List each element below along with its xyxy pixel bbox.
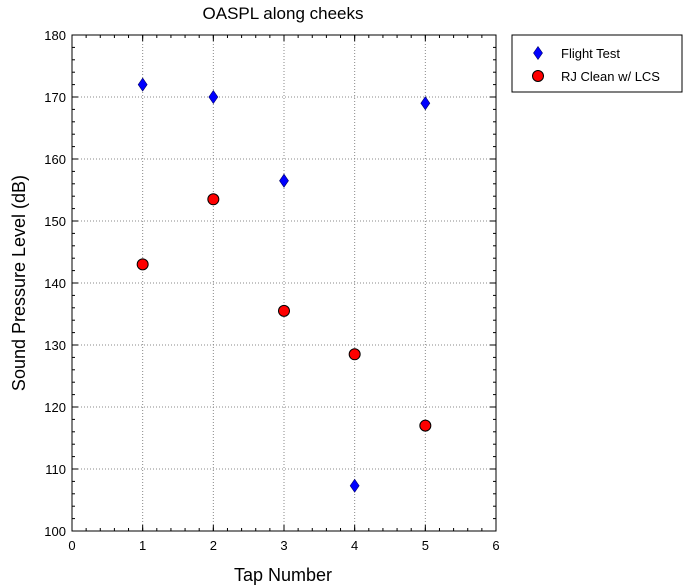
rj-clean-w-lcs-point — [208, 194, 219, 205]
y-tick-label: 160 — [44, 152, 66, 167]
x-tick-labels: 0 1 2 3 4 5 6 — [68, 538, 499, 553]
rj-clean-w-lcs-point — [349, 349, 360, 360]
y-tick-label: 130 — [44, 338, 66, 353]
y-tick-label: 180 — [44, 28, 66, 43]
legend-label: RJ Clean w/ LCS — [561, 69, 660, 84]
x-tick-label: 3 — [280, 538, 287, 553]
x-tick-label: 5 — [422, 538, 429, 553]
chart-title: OASPL along cheeks — [203, 4, 364, 23]
x-axis-label: Tap Number — [234, 565, 332, 585]
flight-test-point — [350, 479, 359, 492]
flight-test-point — [138, 78, 147, 91]
y-tick-label: 110 — [45, 462, 66, 477]
y-tick-label: 170 — [44, 90, 66, 105]
flight-test-point — [209, 91, 218, 104]
x-tick-label: 0 — [68, 538, 75, 553]
rj-clean-w-lcs-point — [279, 305, 290, 316]
x-tick-label: 4 — [351, 538, 358, 553]
rj-clean-w-lcs-point — [420, 420, 431, 431]
x-tick-label: 2 — [210, 538, 217, 553]
legend-marker-rj-clean-w-lcs — [533, 71, 544, 82]
grid-lines — [72, 35, 496, 531]
y-tick-label: 140 — [44, 276, 66, 291]
y-tick-label: 120 — [44, 400, 66, 415]
y-axis-label: Sound Pressure Level (dB) — [9, 175, 29, 391]
rj-clean-w-lcs-point — [137, 259, 148, 270]
y-tick-label: 100 — [44, 524, 66, 539]
x-tick-label: 1 — [139, 538, 146, 553]
legend: Flight Test RJ Clean w/ LCS — [512, 35, 682, 92]
flight-test-point — [421, 97, 430, 110]
x-tick-label: 6 — [492, 538, 499, 553]
flight-test-point — [280, 174, 289, 187]
y-tick-labels: 100 110 120 130 140 150 160 170 180 — [44, 28, 66, 539]
y-tick-label: 150 — [44, 214, 66, 229]
legend-label: Flight Test — [561, 46, 620, 61]
